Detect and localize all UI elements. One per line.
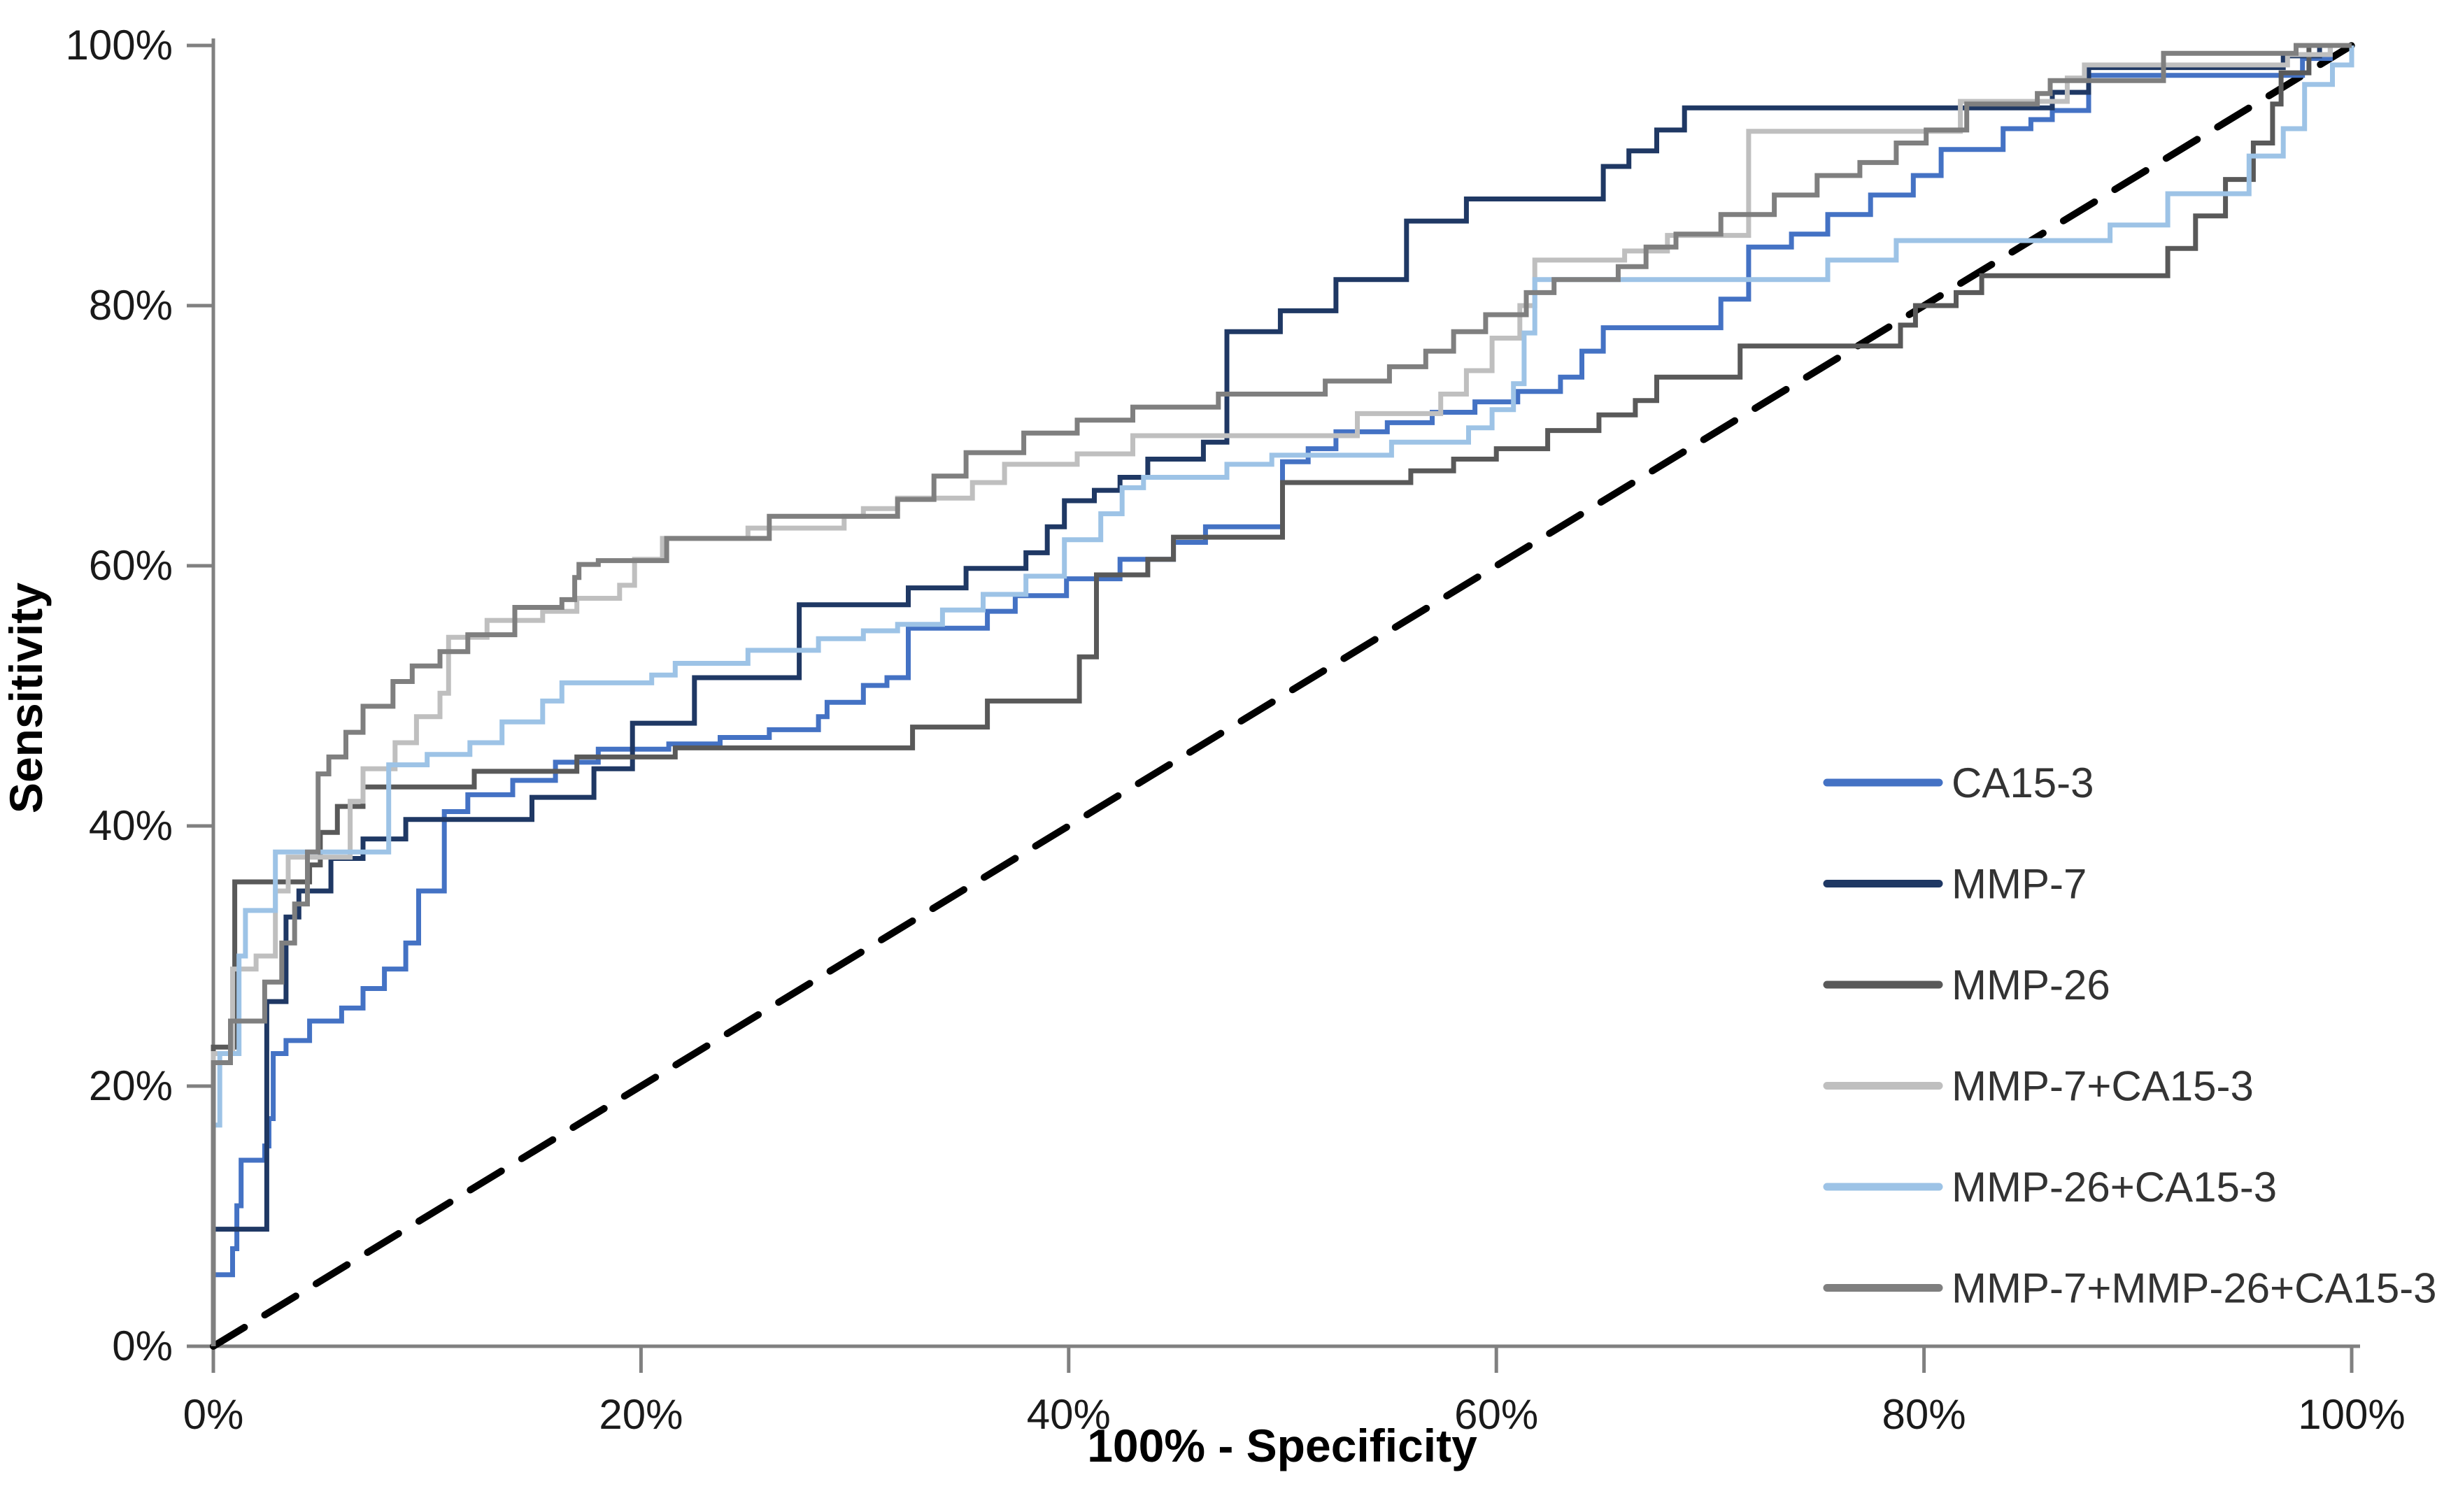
legend-item: MMP-26+CA15-3 xyxy=(1823,1164,2277,1211)
roc-curve-mmp-7-mmp-26-ca15-3 xyxy=(211,43,2352,1346)
y-tick-label: 60% xyxy=(89,542,173,589)
legend-label: MMP-26 xyxy=(1952,962,2110,1008)
roc-curve-mmp-7-ca15-3 xyxy=(211,43,2352,1346)
y-tick-label: 100% xyxy=(66,22,173,69)
x-axis-title: 100% - Specificity xyxy=(1087,1420,1477,1471)
x-tick-label: 20% xyxy=(599,1391,683,1438)
x-tick-label: 40% xyxy=(1027,1391,1111,1438)
legend-label: CA15-3 xyxy=(1952,759,2094,806)
x-tick-label: 0% xyxy=(183,1391,244,1438)
legend-label: MMP-7+CA15-3 xyxy=(1952,1063,2254,1110)
x-tick-label: 100% xyxy=(2298,1391,2405,1438)
y-tick-label: 20% xyxy=(89,1062,173,1109)
x-tick-label: 60% xyxy=(1454,1391,1538,1438)
legend-item: CA15-3 xyxy=(1823,759,2094,806)
legend-item: MMP-7 xyxy=(1823,861,2087,908)
legend-item: MMP-7+MMP-26+CA15-3 xyxy=(1823,1265,2437,1312)
roc-curves-layer xyxy=(210,42,2355,1350)
roc-curve-mmp-26-ca15-3 xyxy=(211,45,2354,1346)
roc-curve-mmp-7 xyxy=(211,43,2352,1346)
y-tick-label: 80% xyxy=(89,282,173,329)
y-tick-label: 0% xyxy=(112,1322,173,1369)
legend: CA15-3 MMP-7 MMP-26 MMP-7+CA15-3 MMP-26+CA15… xyxy=(1823,759,2437,1312)
legend-label: MMP-7 xyxy=(1952,861,2087,908)
y-tick-label: 40% xyxy=(89,802,173,849)
legend-item: MMP-7+CA15-3 xyxy=(1823,1063,2254,1110)
axes-layer: 0%0% 20% 20% 40% 40% 60% 60% 80% 80% 100% 100% xyxy=(66,22,2406,1438)
legend-label: MMP-26+CA15-3 xyxy=(1952,1164,2277,1211)
roc-curve-mmp-26 xyxy=(211,43,2352,1346)
legend-label: MMP-7+MMP-26+CA15-3 xyxy=(1952,1265,2437,1312)
legend-item: MMP-26 xyxy=(1823,962,2110,1008)
y-axis-title: Sensitivity xyxy=(0,583,52,813)
roc-curve-ca15-3 xyxy=(211,43,2352,1346)
x-tick-label: 80% xyxy=(1882,1391,1966,1438)
